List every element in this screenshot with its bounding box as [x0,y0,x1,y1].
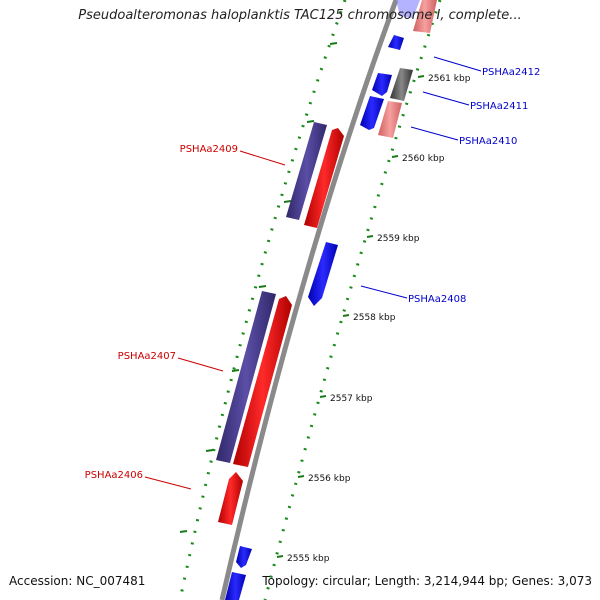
gene-feature-blue-2408[interactable] [308,242,338,306]
gene-label-pshaa2407[interactable]: PSHAa2407 [118,351,176,362]
gene-label-pshaa2409[interactable]: PSHAa2409 [180,144,238,155]
gene-feature-blue-bottom-b[interactable] [225,572,246,600]
outer-tick-marks [179,42,338,533]
gene-feature-red-2409[interactable] [304,128,344,228]
tick-mark [319,395,327,398]
tick-label: 2557 kbp [330,394,373,404]
tick-label: 2558 kbp [353,313,396,323]
accession-text: Accession: NC_007481 [9,574,146,588]
tick-label: 2559 kbp [377,234,420,244]
gene-feature-purple-2409[interactable] [286,122,327,220]
guide-line-outer [178,0,347,600]
tick-mark [366,235,374,238]
tick-mark [342,314,350,317]
gene-features [216,0,437,600]
gene-labels: PSHAa2412 PSHAa2411 PSHAa2410 PSHAa2409 … [85,67,541,481]
tick-mark [417,75,425,78]
scale-ticks: 2561 kbp 2560 kbp 2559 kbp 2558 kbp 2557… [276,74,471,564]
tick-label: 2556 kbp [308,474,351,484]
label-leaders [144,56,482,490]
gene-label-pshaa2406[interactable]: PSHAa2406 [85,470,143,481]
gene-feature-gray-2411[interactable] [390,68,413,101]
gene-label-pshaa2412[interactable]: PSHAa2412 [482,67,540,78]
gene-label-pshaa2408[interactable]: PSHAa2408 [408,294,466,305]
gene-feature-blue-2411[interactable] [372,73,392,96]
gene-feature-red-2407[interactable] [233,296,292,467]
gene-feature-pink-top[interactable] [413,0,437,33]
gene-feature-purple-2407[interactable] [216,291,276,463]
map-title: Pseudoalteromonas haloplanktis TAC125 ch… [78,8,522,23]
gene-feature-pink-2410[interactable] [378,101,402,138]
genome-backbone [219,0,399,600]
gene-feature-blue-2412[interactable] [388,35,404,50]
tick-label: 2555 kbp [287,554,330,564]
gene-label-pshaa2410[interactable]: PSHAa2410 [459,136,517,147]
gene-label-pshaa2411[interactable]: PSHAa2411 [470,101,528,112]
tick-label: 2560 kbp [402,154,445,164]
gene-feature-blue-top[interactable] [396,0,420,18]
gene-feature-blue-bottom-a[interactable] [236,546,252,568]
tick-mark [297,475,305,478]
tick-label: 2561 kbp [428,74,471,84]
gene-feature-blue-2410[interactable] [360,96,384,130]
topology-text: Topology: circular; Length: 3,214,944 bp… [262,574,592,588]
gene-feature-red-2406[interactable] [218,472,243,525]
tick-mark [391,155,399,158]
tick-mark [276,555,284,558]
